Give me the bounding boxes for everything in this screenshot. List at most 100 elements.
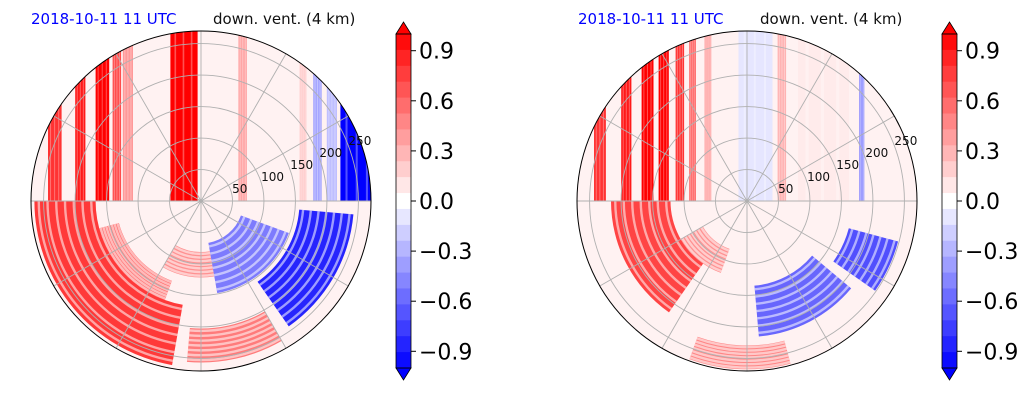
radial-tick-label: 200	[319, 146, 342, 160]
stripe-striation	[646, 31, 648, 201]
colorbar-segment	[396, 256, 411, 274]
colorbar-segment	[942, 81, 957, 99]
colorbar-segment	[396, 224, 411, 242]
angular-gridline	[53, 115, 202, 202]
angular-gridline	[200, 200, 349, 287]
stripe-striation	[365, 31, 368, 201]
colorbar-tick-label: 0.9	[419, 40, 454, 65]
radial-tick-label: 100	[261, 170, 284, 184]
stripe-striation	[707, 31, 709, 201]
stripe-striation	[625, 31, 627, 201]
stripe-striation	[97, 31, 99, 201]
band-texture	[170, 252, 212, 263]
stripe-striation	[58, 31, 60, 201]
stripe-striation	[753, 31, 756, 201]
right-colorbar: 0.9 0.6 0.3 0.0 −0.3 −0.6 −0.9	[941, 21, 1018, 381]
angular-gridline	[115, 200, 202, 349]
colorbar-segment	[942, 256, 957, 274]
stripe-striation	[76, 31, 78, 201]
band-texture	[691, 350, 789, 362]
colorbar-segment	[396, 49, 411, 67]
stripe-striation	[101, 31, 103, 201]
band-texture	[853, 234, 875, 277]
stripe-striation	[82, 31, 84, 201]
stripe-striation	[239, 31, 241, 201]
stripe-striation	[679, 31, 681, 201]
colorbar-segment	[942, 49, 957, 67]
radial-tick-label: 250	[348, 134, 371, 148]
colorbar-tick-label: −0.6	[419, 290, 472, 315]
plot-boundary	[30, 30, 372, 372]
band-texture	[696, 337, 786, 349]
band-texture	[700, 226, 730, 252]
colorbar-extend-max	[941, 21, 958, 35]
stripe-striation	[660, 31, 662, 201]
stripe-striation	[127, 31, 129, 201]
right-panel: 2018-10-11 11 UTC down. vent. (4 km) 50 1…	[576, 10, 1018, 381]
colorbar-tick-label: −0.6	[965, 290, 1018, 315]
right-polar-plot: 50 100 150 200 250	[576, 30, 918, 372]
colorbar-segment	[396, 65, 411, 83]
band-texture	[648, 201, 692, 283]
band-texture	[693, 230, 727, 259]
colorbar-extend-min	[941, 367, 958, 381]
angular-gridline	[746, 200, 895, 287]
band-texture	[835, 228, 854, 265]
stripe-striation	[331, 31, 333, 201]
band-texture	[871, 240, 896, 290]
band-texture	[187, 337, 282, 362]
radial-tick-label: 50	[778, 182, 793, 196]
stripe-striation	[244, 31, 246, 201]
band-texture	[163, 264, 215, 277]
colorbar-segment	[942, 272, 957, 289]
polar-grid	[31, 31, 371, 371]
stripe-striation	[820, 31, 825, 201]
colorbar-tick-label: 0.3	[965, 140, 1000, 165]
colorbar-tick-label: −0.9	[419, 340, 472, 365]
band-texture	[90, 201, 183, 311]
colorbar-tick-label: −0.9	[965, 340, 1018, 365]
band-texture	[189, 316, 269, 337]
colorbar-segment	[396, 177, 411, 194]
colorbar-segment	[942, 161, 957, 178]
band-texture	[188, 325, 274, 347]
stripe-striation	[302, 31, 304, 201]
stripe-striation	[628, 31, 630, 201]
colorbar-segment	[396, 336, 411, 353]
band-texture	[665, 201, 702, 269]
stripe-striation	[118, 31, 120, 201]
stripe-striation	[690, 31, 692, 201]
colorbar-segment	[396, 193, 411, 210]
left-panel-date-title: 2018-10-11 11 UTC	[31, 10, 177, 28]
radial-tick-label: 150	[836, 158, 859, 172]
left-colorbar: 0.9 0.6 0.3 0.0 −0.3 −0.6 −0.9	[395, 21, 472, 381]
band-texture	[847, 232, 868, 273]
band-texture	[656, 201, 697, 276]
band-texture	[639, 201, 687, 290]
stripe-striation	[79, 31, 81, 201]
colorbar-extend-max	[395, 21, 412, 35]
left-panel-variable-title: down. vent. (4 km)	[213, 10, 355, 28]
plot-boundary	[576, 30, 918, 372]
stripe-striation	[694, 31, 696, 201]
colorbar-extend-min	[395, 367, 412, 381]
colorbar-segment	[942, 34, 957, 51]
stripe-striation	[778, 31, 780, 201]
colorbar-segment	[942, 224, 957, 242]
colorbar-segment	[396, 81, 411, 99]
stripe-striation	[595, 31, 597, 201]
stripe-striation	[781, 31, 783, 201]
band-texture	[695, 340, 787, 352]
colorbar-segment	[396, 34, 411, 51]
angular-gridline	[200, 53, 287, 202]
stripe-striation	[783, 31, 785, 201]
colorbar-segment	[396, 352, 411, 369]
colorbar-segment	[942, 336, 957, 353]
angular-gridline	[599, 115, 748, 202]
stripe-striation	[863, 31, 865, 201]
colorbar-tick-label: 0.9	[965, 40, 1000, 65]
band-texture	[689, 356, 791, 369]
band-texture	[690, 353, 790, 366]
colorbar-tick-label: 0.0	[965, 190, 1000, 215]
